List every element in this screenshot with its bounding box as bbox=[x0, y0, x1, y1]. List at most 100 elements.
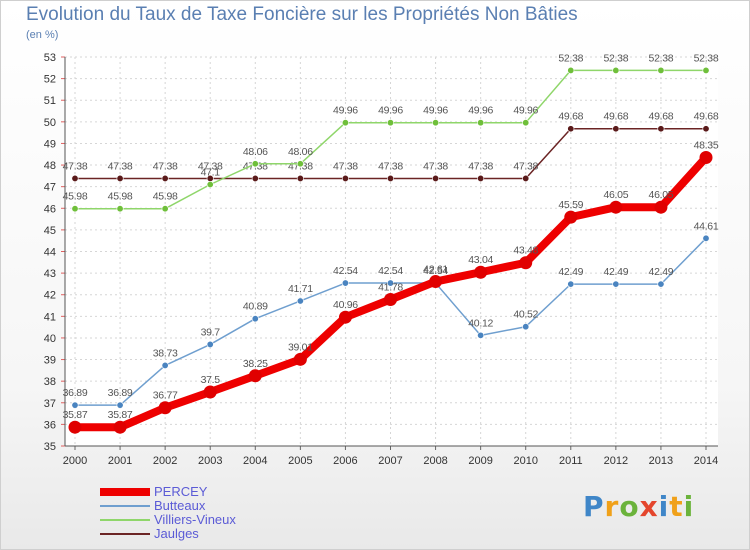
data-label-butteaux: 42.54 bbox=[378, 265, 403, 277]
data-label-butteaux: 36.89 bbox=[63, 387, 88, 399]
data-label-percey: 42.61 bbox=[423, 264, 448, 276]
y-tick-label: 49 bbox=[44, 138, 56, 150]
y-tick-label: 41 bbox=[44, 311, 56, 323]
data-label-villiers-vineux: 52.38 bbox=[603, 52, 628, 64]
data-label-percey: 39.01 bbox=[288, 341, 313, 353]
data-point-percey bbox=[293, 352, 307, 366]
data-label-percey: 48.35 bbox=[694, 139, 719, 151]
y-tick-label: 40 bbox=[44, 333, 56, 345]
data-point-jaulges bbox=[71, 174, 79, 182]
y-tick-label: 37 bbox=[44, 398, 56, 410]
data-label-jaulges: 49.68 bbox=[603, 111, 628, 123]
data-label-percey: 45.59 bbox=[558, 199, 583, 211]
data-label-villiers-vineux: 47.1 bbox=[201, 167, 221, 179]
data-label-jaulges: 47.38 bbox=[423, 160, 448, 172]
data-point-percey bbox=[113, 420, 127, 434]
data-label-percey: 36.77 bbox=[153, 390, 178, 402]
data-label-butteaux: 42.54 bbox=[333, 265, 358, 277]
y-tick-label: 43 bbox=[44, 268, 56, 280]
data-point-butteaux bbox=[657, 280, 665, 288]
data-point-villiers-vineux bbox=[251, 160, 259, 168]
data-label-butteaux: 40.12 bbox=[468, 317, 493, 329]
y-tick-label: 36 bbox=[44, 419, 56, 431]
data-point-butteaux bbox=[71, 401, 79, 409]
data-point-villiers-vineux bbox=[71, 205, 79, 213]
data-label-percey: 35.87 bbox=[108, 409, 133, 421]
data-point-villiers-vineux bbox=[567, 66, 575, 74]
legend-label-jaulges: Jaulges bbox=[154, 526, 199, 541]
x-tick-label: 2000 bbox=[63, 455, 87, 467]
data-point-villiers-vineux bbox=[386, 119, 394, 127]
data-label-villiers-vineux: 48.06 bbox=[288, 146, 313, 158]
data-point-percey bbox=[429, 275, 443, 289]
data-label-percey: 37.5 bbox=[201, 374, 221, 386]
y-tick-label: 44 bbox=[44, 247, 56, 259]
data-label-percey: 43.48 bbox=[513, 245, 538, 257]
data-point-villiers-vineux bbox=[702, 66, 710, 74]
data-point-jaulges bbox=[341, 174, 349, 182]
data-point-villiers-vineux bbox=[612, 66, 620, 74]
y-tick-label: 35 bbox=[44, 441, 56, 453]
data-point-percey bbox=[384, 292, 397, 306]
x-tick-label: 2007 bbox=[378, 455, 402, 467]
data-point-percey bbox=[519, 256, 533, 270]
data-label-jaulges: 47.38 bbox=[153, 160, 178, 172]
data-label-percey: 46.05 bbox=[649, 189, 674, 201]
data-point-percey bbox=[699, 150, 713, 164]
x-tick-label: 2010 bbox=[513, 455, 537, 467]
data-point-percey bbox=[158, 401, 172, 415]
chart-subtitle: (en %) bbox=[26, 29, 59, 41]
data-label-villiers-vineux: 49.96 bbox=[333, 105, 358, 117]
data-point-villiers-vineux bbox=[522, 119, 530, 127]
y-tick-label: 42 bbox=[44, 290, 56, 302]
data-label-jaulges: 47.38 bbox=[333, 160, 358, 172]
legend-swatch-butteaux bbox=[100, 505, 150, 507]
data-label-percey: 35.87 bbox=[63, 409, 88, 421]
data-label-percey: 46.05 bbox=[603, 189, 628, 201]
data-point-percey bbox=[564, 210, 578, 224]
y-tick-label: 38 bbox=[44, 376, 56, 388]
data-label-percey: 41.78 bbox=[378, 281, 403, 293]
data-label-butteaux: 40.52 bbox=[513, 309, 538, 321]
data-point-butteaux bbox=[296, 297, 304, 305]
data-point-jaulges bbox=[161, 174, 169, 182]
data-point-butteaux bbox=[161, 361, 169, 369]
data-point-jaulges bbox=[657, 125, 665, 133]
data-label-jaulges: 47.38 bbox=[513, 160, 538, 172]
y-tick-label: 47 bbox=[44, 182, 56, 194]
x-tick-label: 2001 bbox=[108, 455, 132, 467]
data-point-butteaux bbox=[522, 323, 530, 331]
data-label-jaulges: 47.38 bbox=[468, 160, 493, 172]
data-label-butteaux: 38.73 bbox=[153, 347, 178, 359]
data-point-percey bbox=[474, 265, 488, 279]
data-point-villiers-vineux bbox=[161, 205, 169, 213]
data-label-jaulges: 47.38 bbox=[63, 160, 88, 172]
x-tick-label: 2003 bbox=[198, 455, 222, 467]
data-point-villiers-vineux bbox=[432, 119, 440, 127]
data-point-villiers-vineux bbox=[296, 160, 304, 168]
legend-label-butteaux: Butteaux bbox=[154, 498, 206, 513]
x-tick-label: 2011 bbox=[559, 455, 583, 467]
data-label-villiers-vineux: 52.38 bbox=[558, 52, 583, 64]
data-label-villiers-vineux: 52.38 bbox=[649, 52, 674, 64]
proxiti-logo: Proxiti bbox=[583, 490, 695, 523]
data-label-villiers-vineux: 45.98 bbox=[153, 191, 178, 203]
data-point-jaulges bbox=[116, 174, 124, 182]
data-point-butteaux bbox=[567, 280, 575, 288]
x-tick-label: 2008 bbox=[423, 455, 447, 467]
data-label-butteaux: 42.49 bbox=[649, 266, 674, 278]
data-point-butteaux bbox=[612, 280, 620, 288]
data-label-villiers-vineux: 49.96 bbox=[513, 105, 538, 117]
data-label-villiers-vineux: 45.98 bbox=[63, 191, 88, 203]
legend-swatch-villiers-vineux bbox=[100, 519, 150, 521]
legend-swatch-jaulges bbox=[100, 533, 150, 535]
data-point-percey bbox=[609, 200, 623, 214]
data-label-villiers-vineux: 49.96 bbox=[378, 105, 403, 117]
data-label-percey: 43.04 bbox=[468, 254, 493, 266]
y-tick-label: 53 bbox=[44, 52, 56, 64]
data-point-jaulges bbox=[522, 174, 530, 182]
data-label-butteaux: 36.89 bbox=[108, 387, 133, 399]
data-label-jaulges: 49.68 bbox=[558, 111, 583, 123]
data-point-jaulges bbox=[612, 125, 620, 133]
data-label-percey: 38.25 bbox=[243, 358, 268, 370]
